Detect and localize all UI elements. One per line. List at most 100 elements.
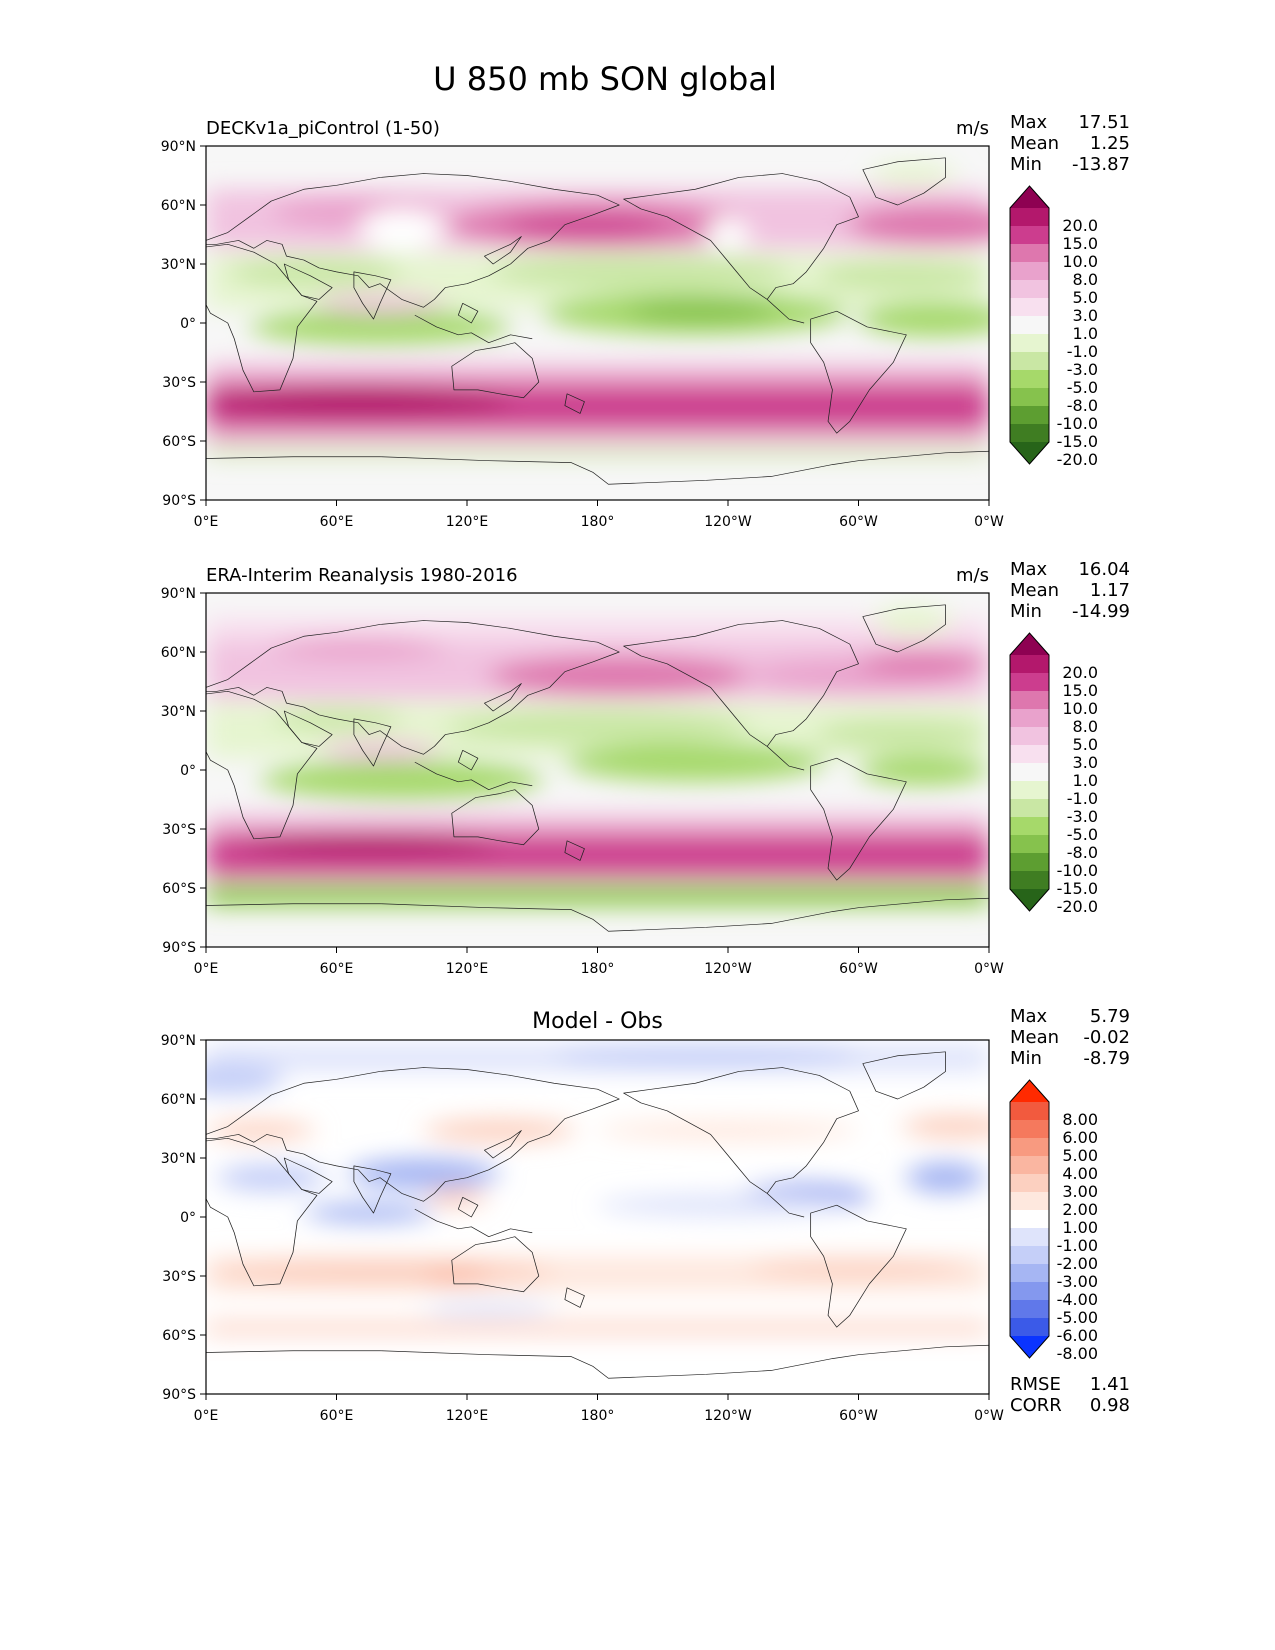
colorbar-bin — [1010, 208, 1049, 227]
units-label: m/s — [956, 118, 989, 139]
stat-label: Mean — [1010, 1027, 1059, 1048]
colorbar-bin — [1010, 298, 1049, 317]
colorbar-bin — [1010, 799, 1049, 818]
panel-title: Model - Obs — [532, 1009, 663, 1034]
x-tick-label: 0°W — [974, 961, 1004, 977]
colorbar-label: 20.0 — [1062, 663, 1098, 682]
stat-value: 17.51 — [1078, 112, 1130, 133]
y-tick-label: 30°N — [161, 1151, 196, 1167]
stat-label: Min — [1010, 154, 1042, 175]
panels: DECKv1a_piControl (1-50) m/s 90°N 60°N 30°N 0… — [161, 112, 1130, 1424]
colorbar-label: 15.0 — [1062, 681, 1098, 700]
colorbar-label: -15.0 — [1057, 432, 1098, 451]
y-tick-label: 0° — [180, 316, 196, 332]
colorbar-bin — [1010, 763, 1049, 782]
footer-stat-label: CORR — [1010, 1395, 1062, 1416]
colorbar-label: 5.0 — [1073, 735, 1098, 754]
colorbar-bin — [1010, 1192, 1049, 1211]
y-tick-label: 60°N — [161, 198, 196, 214]
x-tick-label: 180° — [581, 1408, 615, 1424]
y-tick-label: 0° — [180, 763, 196, 779]
x-tick-label: 120°E — [446, 514, 489, 530]
y-tick-label: 60°S — [162, 434, 196, 450]
x-tick-label: 60°W — [839, 961, 878, 977]
y-tick-label: 90°N — [161, 139, 196, 155]
colorbar-bin — [1010, 1264, 1049, 1283]
colorbar-label: -15.0 — [1057, 879, 1098, 898]
y-tick-label: 60°N — [161, 1092, 196, 1108]
colorbar-bin — [1010, 727, 1049, 746]
y-tick-label: 60°S — [162, 1328, 196, 1344]
colorbar-label: -8.0 — [1067, 396, 1098, 415]
colorbar-bin — [1010, 817, 1049, 836]
colorbar-label: -1.0 — [1067, 342, 1098, 361]
x-tick-label: 0°E — [194, 514, 219, 530]
footer-stat-value: 1.41 — [1090, 1374, 1130, 1395]
stat-value: -0.02 — [1083, 1027, 1130, 1048]
colorbar-label: 8.0 — [1073, 717, 1098, 736]
colorbar-label: -10.0 — [1057, 861, 1098, 880]
colorbar-label: -4.00 — [1057, 1290, 1098, 1309]
colorbar-bin — [1010, 388, 1049, 407]
panel-title: DECKv1a_piControl (1-50) — [206, 118, 440, 139]
y-tick-label: 30°S — [162, 1269, 196, 1285]
y-tick-label: 90°N — [161, 586, 196, 602]
contour-map — [206, 1040, 989, 1394]
y-tick-label: 30°N — [161, 257, 196, 273]
colorbar-label: -5.00 — [1057, 1308, 1098, 1327]
panel-model: DECKv1a_piControl (1-50) m/s 90°N 60°N 30°N 0… — [161, 112, 1130, 530]
stat-label: Mean — [1010, 580, 1059, 601]
panel-title: ERA-Interim Reanalysis 1980-2016 — [206, 565, 518, 586]
colorbar-label: -1.0 — [1067, 789, 1098, 808]
stat-label: Mean — [1010, 133, 1059, 154]
colorbar: 8.006.005.004.003.002.001.00-1.00-2.00-3… — [1009, 1079, 1098, 1363]
x-tick-label: 120°W — [704, 1408, 752, 1424]
colorbar-label: 5.0 — [1073, 288, 1098, 307]
colorbar-bin — [1010, 745, 1049, 764]
colorbar-label: 8.0 — [1073, 270, 1098, 289]
y-tick-label: 60°N — [161, 645, 196, 661]
stat-label: Min — [1010, 1048, 1042, 1069]
colorbar-bin — [1010, 424, 1049, 443]
y-tick-label: 60°S — [162, 881, 196, 897]
colorbar-bin — [1010, 871, 1049, 890]
colorbar-label: -3.0 — [1067, 807, 1098, 826]
colorbar-label: 5.00 — [1062, 1146, 1098, 1165]
footer-stat-label: RMSE — [1010, 1374, 1061, 1395]
x-tick-label: 180° — [581, 514, 615, 530]
colorbar: 20.015.010.08.05.03.01.0-1.0-3.0-5.0-8.0… — [1009, 632, 1098, 916]
stat-value: -8.79 — [1083, 1048, 1130, 1069]
colorbar-label: -6.00 — [1057, 1326, 1098, 1345]
colorbar-label: -5.0 — [1067, 825, 1098, 844]
colorbar-label: 1.0 — [1073, 771, 1098, 790]
y-tick-label: 90°N — [161, 1033, 196, 1049]
colorbar-bin — [1010, 280, 1049, 299]
footer-stat-value: 0.98 — [1090, 1395, 1130, 1416]
colorbar-label: 1.00 — [1062, 1218, 1098, 1237]
colorbar-bin — [1010, 316, 1049, 335]
colorbar-label: -3.00 — [1057, 1272, 1098, 1291]
colorbar-label: 2.00 — [1062, 1200, 1098, 1219]
contour-map — [206, 146, 989, 500]
x-tick-label: 60°E — [320, 961, 354, 977]
stat-value: -14.99 — [1072, 601, 1130, 622]
colorbar-label: -20.0 — [1057, 450, 1098, 469]
colorbar-label: 3.0 — [1073, 306, 1098, 325]
y-tick-label: 90°S — [162, 940, 196, 956]
colorbar-bin — [1010, 835, 1049, 854]
colorbar-extend-min — [1010, 442, 1049, 464]
colorbar-bin — [1010, 406, 1049, 425]
x-tick-label: 120°W — [704, 961, 752, 977]
colorbar-bin — [1010, 853, 1049, 872]
colorbar-bin — [1010, 1174, 1049, 1193]
x-tick-label: 180° — [581, 961, 615, 977]
stat-label: Min — [1010, 601, 1042, 622]
x-tick-label: 60°E — [320, 1408, 354, 1424]
units-label: m/s — [956, 565, 989, 586]
colorbar-label: 6.00 — [1062, 1128, 1098, 1147]
colorbar-label: 3.0 — [1073, 753, 1098, 772]
colorbar-bin — [1010, 709, 1049, 728]
colorbar-bin — [1010, 1300, 1049, 1319]
colorbar-extend-max — [1010, 1080, 1049, 1102]
